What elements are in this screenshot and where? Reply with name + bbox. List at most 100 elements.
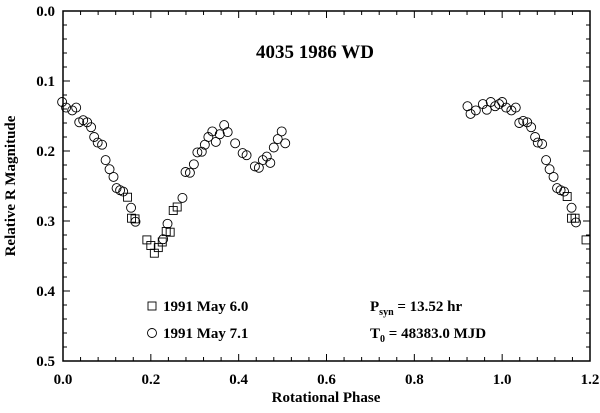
legend-square-marker <box>147 301 157 311</box>
data-point-circle <box>210 136 221 147</box>
period-symbol: P <box>370 299 379 315</box>
data-points <box>57 97 591 258</box>
period-annotation: Psyn = 13.52 hr <box>370 299 463 318</box>
axis-ticks <box>62 10 591 362</box>
x-tick-label: 0.4 <box>229 372 248 388</box>
data-point-circle <box>566 202 577 213</box>
legend-label-series-2: 1991 May 7.1 <box>163 326 248 342</box>
data-point-circle <box>57 97 68 107</box>
x-tick-label: 0.0 <box>54 372 73 388</box>
epoch-subscript: 0 <box>380 334 385 345</box>
data-point-circle <box>241 150 252 161</box>
data-point-circle <box>530 132 541 142</box>
data-point-circle <box>501 102 512 113</box>
data-point-circle <box>188 159 199 170</box>
data-point-circle <box>261 151 272 162</box>
data-point-square <box>165 227 175 237</box>
chart-title: 4035 1986 WD <box>256 42 374 63</box>
data-point-circle <box>497 97 508 107</box>
data-point-circle <box>86 122 97 133</box>
data-point-circle <box>257 155 268 166</box>
x-tick-label: 0.8 <box>405 372 424 388</box>
data-point-circle <box>537 139 548 149</box>
data-point-square <box>123 192 133 202</box>
period-subscript: syn <box>379 307 394 318</box>
data-point-circle <box>177 192 188 203</box>
epoch-value: = 48383.0 MJD <box>385 326 486 342</box>
plot-frame <box>62 10 591 362</box>
y-tick-label: 0.5 <box>36 354 55 370</box>
data-point-square <box>570 213 580 223</box>
data-point-circle <box>108 171 119 182</box>
data-point-circle <box>207 126 218 137</box>
data-point-square <box>157 237 167 247</box>
data-point-circle <box>465 108 476 119</box>
data-point-square <box>127 213 136 223</box>
data-point-circle <box>276 126 287 137</box>
legend-circle-marker <box>147 328 157 338</box>
legend: 1991 May 6.0 1991 May 7.1 <box>147 299 248 342</box>
data-point-circle <box>510 102 521 113</box>
data-point-circle <box>61 102 72 113</box>
data-point-circle <box>180 167 191 177</box>
data-point-circle <box>280 138 291 149</box>
data-point-circle <box>89 132 100 142</box>
y-tick-label: 0.1 <box>36 74 55 90</box>
data-point-square <box>562 192 572 201</box>
data-point-circle <box>230 138 241 149</box>
data-point-circle <box>219 120 230 131</box>
y-tick-labels: 0.0 0.1 0.2 0.3 0.4 0.5 <box>36 4 55 370</box>
data-point-circle <box>548 171 559 182</box>
data-point-circle <box>92 137 103 148</box>
data-point-circle <box>518 115 529 126</box>
data-point-circle <box>249 161 260 172</box>
data-point-circle <box>104 164 115 175</box>
data-point-circle <box>526 122 537 133</box>
data-point-circle <box>162 218 173 229</box>
data-point-circle <box>272 134 283 145</box>
x-tick-label: 1.2 <box>581 372 600 388</box>
epoch-annotation: T0 = 48383.0 MJD <box>370 326 486 345</box>
y-tick-label: 0.0 <box>36 4 55 20</box>
y-tick-label: 0.2 <box>36 144 55 160</box>
data-point-circle <box>265 157 276 168</box>
data-point-circle <box>184 167 195 178</box>
data-point-square <box>581 235 591 245</box>
data-point-circle <box>222 127 233 138</box>
x-tick-labels: 0.0 0.2 0.4 0.6 0.8 1.0 1.2 <box>54 372 600 388</box>
data-point-circle <box>203 132 214 142</box>
data-point-circle <box>544 164 555 175</box>
y-axis-label: Relative R Magnitude <box>3 115 19 256</box>
data-point-circle <box>97 139 108 150</box>
data-point-circle <box>570 217 581 228</box>
y-tick-label: 0.3 <box>36 214 55 230</box>
x-tick-label: 0.6 <box>317 372 336 388</box>
epoch-symbol: T <box>370 326 380 342</box>
data-point-circle <box>214 129 225 140</box>
data-point-circle <box>559 186 570 197</box>
data-point-circle <box>470 105 481 116</box>
x-tick-label: 1.0 <box>493 372 512 388</box>
data-point-circle <box>126 202 137 213</box>
data-point-circle <box>100 155 111 166</box>
data-point-circle <box>111 183 122 194</box>
data-point-circle <box>268 142 279 153</box>
data-point-circle <box>253 162 264 173</box>
data-point-circle <box>71 102 82 113</box>
period-value: = 13.52 hr <box>394 299 463 315</box>
data-point-circle <box>541 155 552 166</box>
data-point-circle <box>158 234 169 245</box>
data-point-circle <box>130 216 141 227</box>
y-tick-label: 0.4 <box>36 284 55 300</box>
data-point-circle <box>196 146 207 157</box>
x-tick-label: 0.2 <box>141 372 160 388</box>
data-point-circle <box>532 137 543 148</box>
data-point-square <box>172 202 182 212</box>
data-point-circle <box>118 186 129 197</box>
data-point-circle <box>477 99 488 110</box>
data-point-circle <box>481 104 492 115</box>
x-axis-label: Rotational Phase <box>272 390 381 406</box>
data-point-circle <box>192 147 203 158</box>
legend-label-series-1: 1991 May 6.0 <box>163 299 248 315</box>
